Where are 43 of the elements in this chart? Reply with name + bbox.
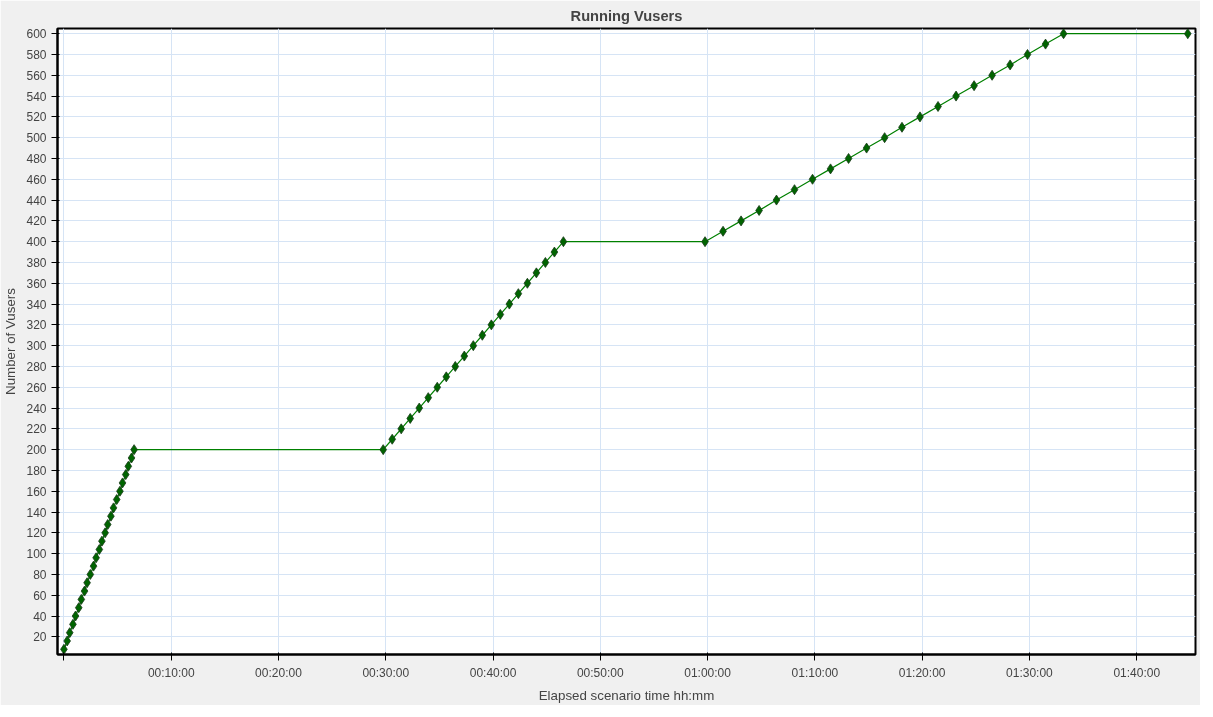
x-tick-label: 00:50:00 — [576, 665, 624, 680]
y-tick-label: 400 — [26, 235, 47, 250]
x-tick-label: 00:20:00 — [255, 665, 303, 680]
y-tick-label: 320 — [26, 318, 47, 333]
x-tick-label: 00:30:00 — [362, 665, 410, 680]
x-tick-label: 01:20:00 — [898, 665, 946, 680]
y-tick-label: 560 — [26, 68, 47, 83]
y-tick-label: 340 — [26, 297, 47, 312]
y-tick-label: 60 — [33, 588, 47, 603]
y-tick-label: 580 — [26, 48, 47, 62]
y-tick-label: 120 — [26, 526, 47, 541]
y-tick-label: 480 — [26, 151, 47, 166]
y-tick-label: 360 — [26, 276, 47, 291]
x-tick-label: 01:40:00 — [1113, 665, 1161, 680]
y-tick-label: 520 — [26, 110, 47, 125]
chart-title: Running Vusers — [570, 7, 683, 24]
y-tick-label: 40 — [33, 609, 47, 624]
y-tick-label: 440 — [26, 193, 47, 208]
y-axis-title: Number of Vusers — [3, 287, 19, 395]
y-tick-label: 460 — [26, 172, 47, 187]
y-tick-label: 160 — [26, 484, 47, 499]
x-tick-label: 01:00:00 — [684, 665, 732, 680]
x-tick-label: 01:30:00 — [1006, 665, 1054, 680]
y-tick-label: 600 — [26, 27, 47, 42]
y-tick-label: 300 — [26, 339, 47, 354]
y-tick-label: 200 — [26, 443, 47, 458]
x-axis-title: Elapsed scenario time hh:mm — [538, 687, 715, 703]
y-tick-label: 140 — [26, 505, 47, 520]
y-tick-label: 280 — [26, 359, 47, 374]
y-tick-label: 100 — [26, 547, 47, 562]
y-tick-label: 180 — [26, 463, 47, 478]
y-tick-label: 420 — [26, 214, 47, 229]
y-tick-label: 80 — [33, 567, 47, 582]
x-tick-label: 00:40:00 — [469, 665, 517, 680]
y-tick-label: 220 — [26, 422, 47, 437]
x-tick-label: 00:10:00 — [147, 665, 195, 680]
y-tick-label: 260 — [26, 380, 47, 395]
y-tick-label: 380 — [26, 255, 47, 270]
y-tick-label: 240 — [26, 401, 47, 416]
x-tick-label: 01:10:00 — [791, 665, 839, 680]
y-tick-label: 20 — [33, 630, 47, 645]
y-tick-label: 500 — [26, 131, 47, 146]
y-tick-label: 540 — [26, 89, 47, 104]
